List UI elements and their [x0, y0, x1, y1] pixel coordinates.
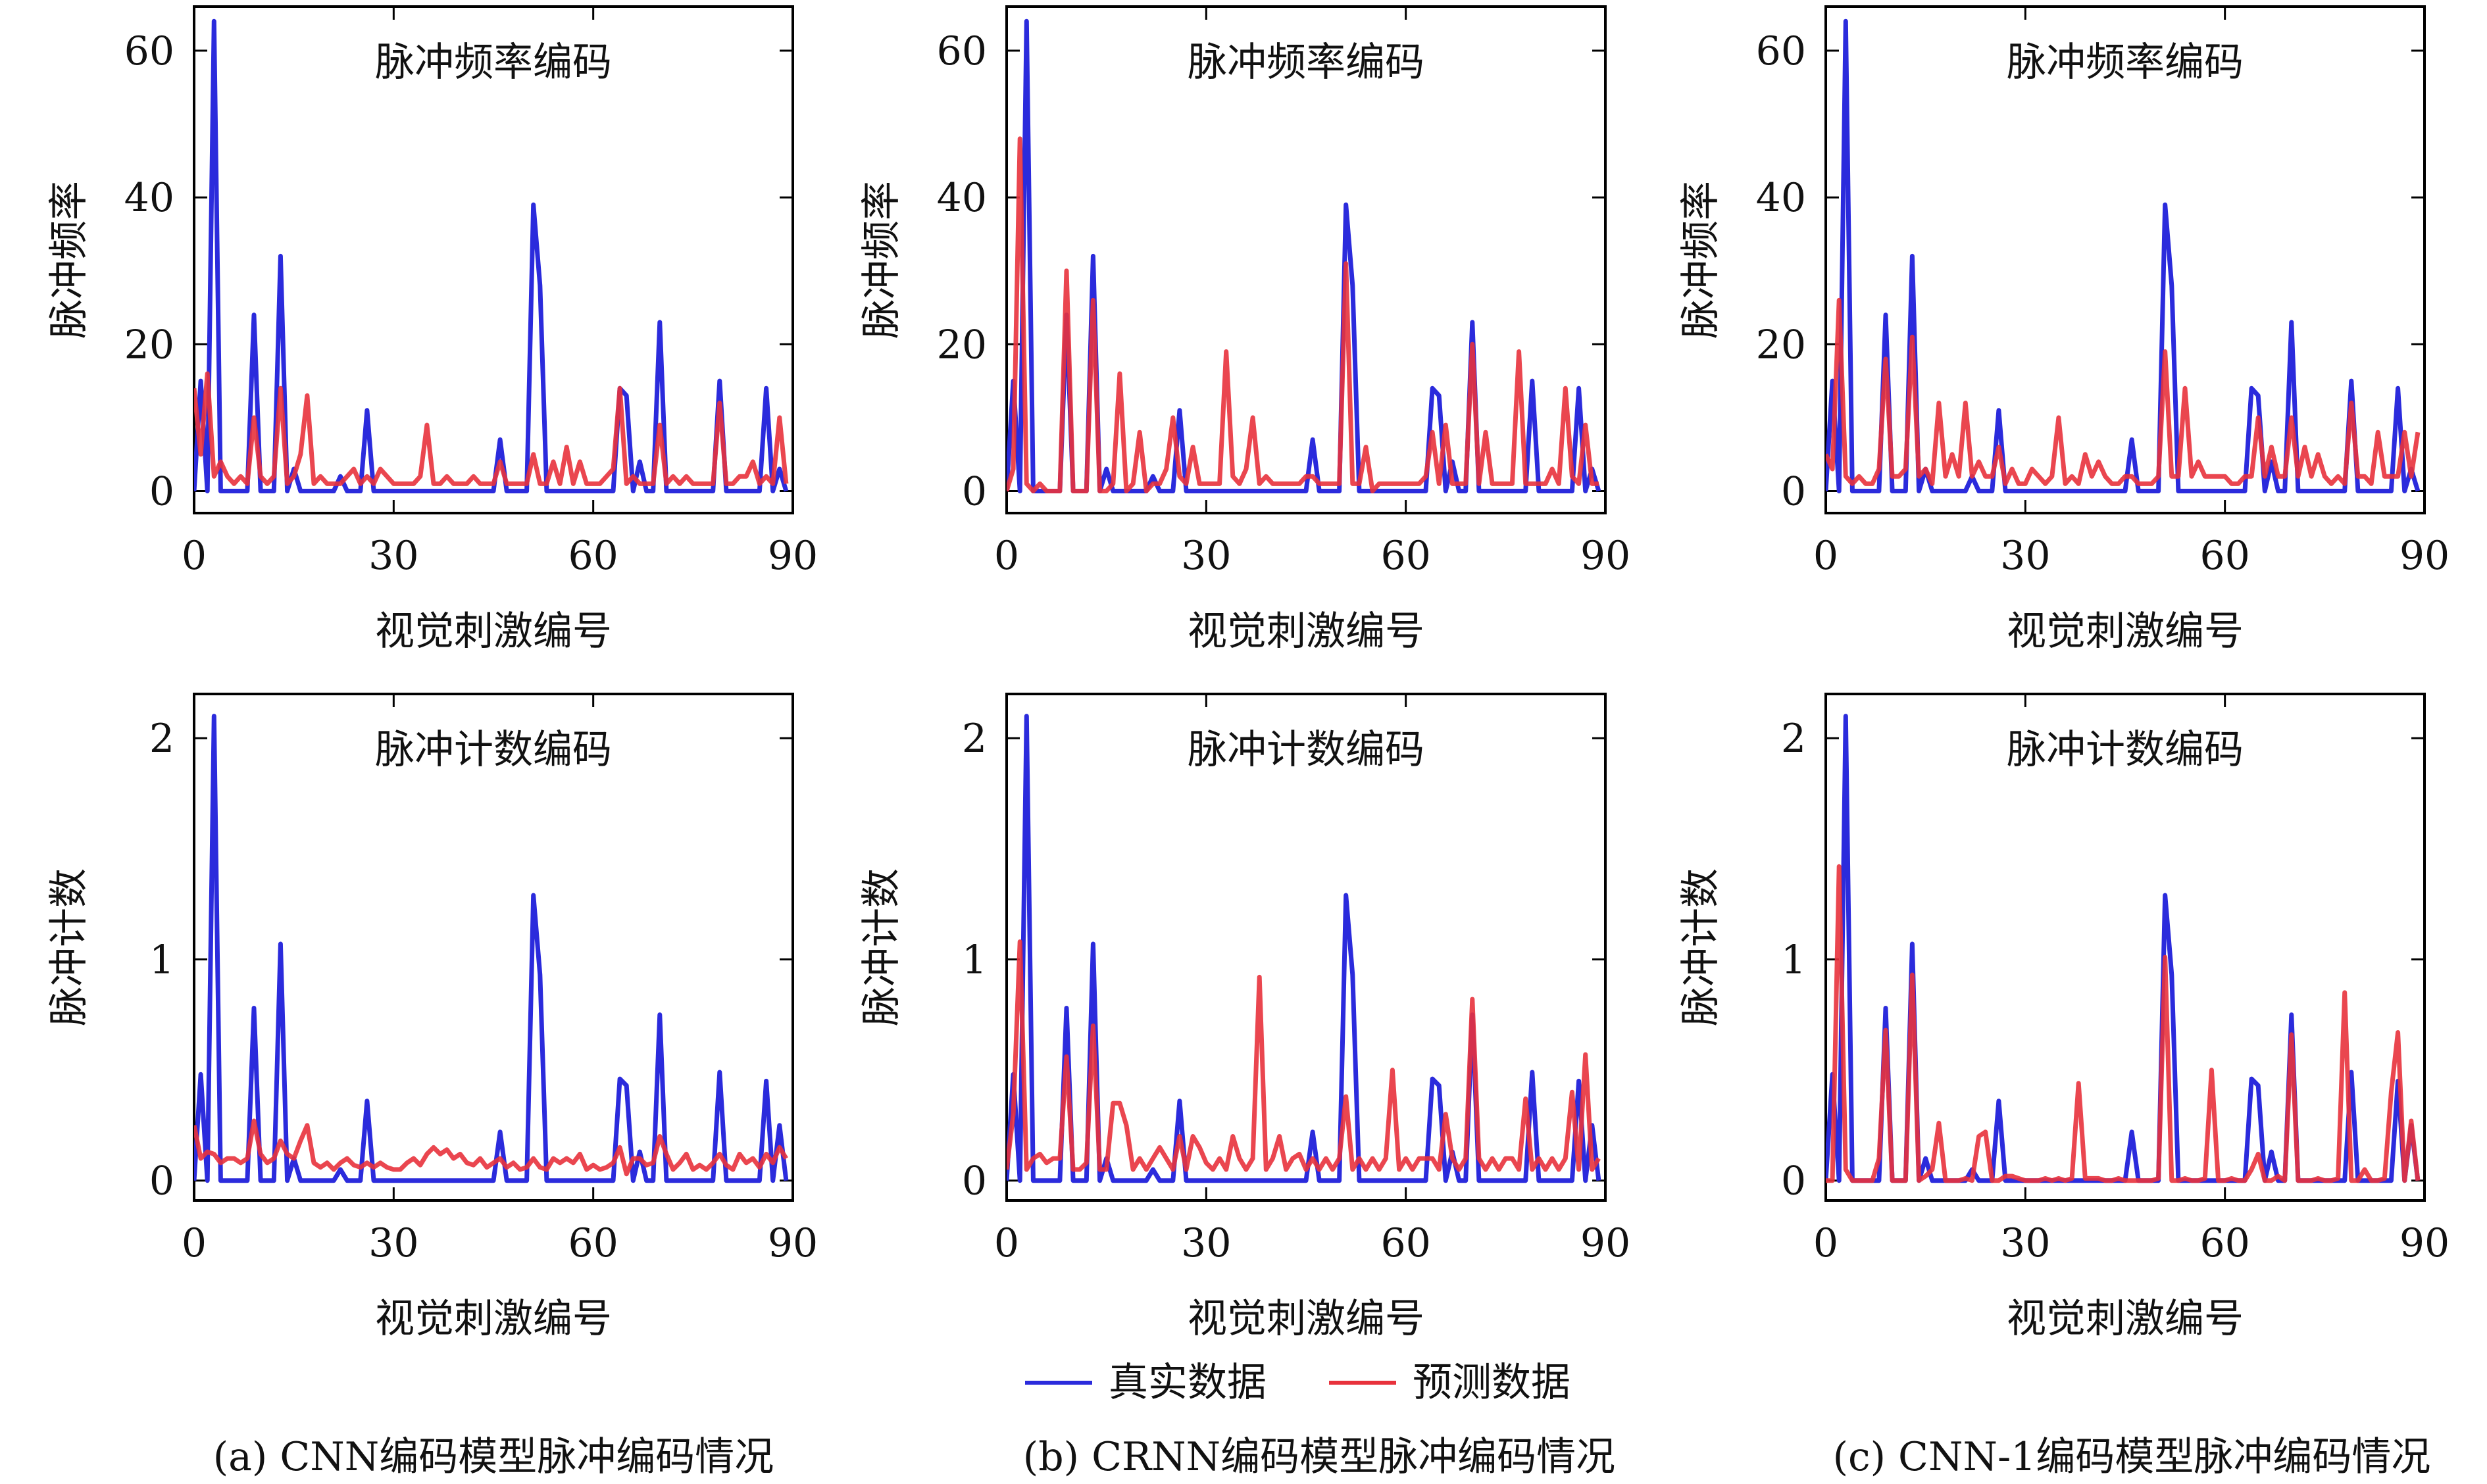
- y-tick-label: 60: [937, 28, 987, 74]
- x-tick-label: 0: [994, 1220, 1019, 1266]
- y-tick-label: 0: [149, 469, 174, 515]
- y-axis-label: 脉冲频率: [46, 181, 92, 339]
- series-line-pred: [1007, 136, 1599, 493]
- x-tick-label: 90: [1580, 1220, 1630, 1266]
- x-tick-label: 30: [2000, 533, 2050, 579]
- y-tick-label: 0: [149, 1158, 174, 1204]
- y-tick-label: 60: [124, 28, 174, 74]
- plot-frame: [1824, 693, 2426, 1202]
- y-tick-label: 60: [1756, 28, 1806, 74]
- y-tick-label: 2: [962, 716, 987, 762]
- caption-c: (c) CNN-1编码模型脉冲编码情况: [1833, 1434, 2431, 1480]
- column-captions: (a) CNN编码模型脉冲编码情况 (b) CRNN编码模型脉冲编码情况 (c)…: [213, 1434, 2431, 1480]
- y-tick-label: 0: [1781, 469, 1806, 515]
- x-tick-label: 90: [768, 1220, 818, 1266]
- panel-title: 脉冲计数编码: [375, 727, 612, 773]
- plot-frame: [1005, 5, 1607, 514]
- legend-true-label: 真实数据: [1109, 1360, 1267, 1406]
- x-tick-label: 30: [368, 533, 418, 579]
- x-tick-label: 60: [568, 1220, 618, 1266]
- y-tick-label: 40: [937, 175, 987, 221]
- x-tick-label: 30: [1181, 1220, 1231, 1266]
- y-tick-label: 1: [1781, 937, 1806, 983]
- caption-a: (a) CNN编码模型脉冲编码情况: [213, 1434, 774, 1480]
- x-tick-label: 90: [768, 533, 818, 579]
- y-tick-label: 40: [124, 175, 174, 221]
- x-tick-label: 90: [1580, 533, 1630, 579]
- x-axis-label: 视觉刺激编号: [2007, 1296, 2244, 1342]
- x-tick-label: 30: [368, 1220, 418, 1266]
- y-axis-label: 脉冲频率: [859, 181, 905, 339]
- x-axis-label: 视觉刺激编号: [2007, 608, 2244, 655]
- y-tick-label: 2: [1781, 716, 1806, 762]
- x-tick-label: 0: [182, 1220, 207, 1266]
- legend: 真实数据 预测数据: [1025, 1360, 1570, 1406]
- x-tick-label: 60: [568, 533, 618, 579]
- x-tick-label: 90: [2399, 1220, 2449, 1266]
- series-line-true: [1007, 18, 1601, 493]
- y-axis-label: 脉冲计数: [1678, 868, 1724, 1026]
- series-line-pred: [194, 371, 789, 486]
- series-line-pred: [1007, 939, 1601, 1172]
- x-tick-label: 60: [2199, 533, 2249, 579]
- y-tick-label: 0: [962, 1158, 987, 1204]
- x-axis-label: 视觉刺激编号: [375, 608, 612, 655]
- y-tick-label: 2: [149, 716, 174, 762]
- panel-title: 脉冲频率编码: [2007, 39, 2244, 86]
- x-axis-label: 视觉刺激编号: [375, 1296, 612, 1342]
- y-tick-label: 20: [124, 322, 174, 368]
- y-axis-label: 脉冲频率: [1678, 181, 1724, 339]
- y-tick-label: 40: [1756, 175, 1806, 221]
- x-axis-label: 视觉刺激编号: [1188, 608, 1424, 655]
- plot-frame: [193, 5, 794, 514]
- x-tick-label: 60: [1380, 533, 1430, 579]
- x-tick-label: 90: [2399, 533, 2449, 579]
- y-axis-label: 脉冲计数: [46, 868, 92, 1026]
- x-tick-label: 30: [1181, 533, 1231, 579]
- x-tick-label: 0: [1813, 1220, 1838, 1266]
- y-tick-label: 0: [1781, 1158, 1806, 1204]
- series-line-true: [194, 714, 789, 1183]
- panel-title: 脉冲计数编码: [1188, 727, 1424, 773]
- x-tick-label: 0: [1813, 533, 1838, 579]
- plot-frame: [193, 693, 794, 1202]
- x-axis-label: 视觉刺激编号: [1188, 1296, 1424, 1342]
- caption-b: (b) CRNN编码模型脉冲编码情况: [1023, 1434, 1615, 1480]
- x-tick-label: 30: [2000, 1220, 2050, 1266]
- y-axis-label: 脉冲计数: [859, 868, 905, 1026]
- x-tick-label: 60: [2199, 1220, 2249, 1266]
- x-tick-label: 0: [182, 533, 207, 579]
- x-tick-label: 0: [994, 533, 1019, 579]
- y-tick-label: 20: [937, 322, 987, 368]
- y-tick-label: 0: [962, 469, 987, 515]
- y-tick-label: 20: [1756, 322, 1806, 368]
- series-line-pred: [194, 1118, 788, 1177]
- series-line-pred: [1826, 297, 2421, 486]
- panel-title: 脉冲计数编码: [2007, 727, 2244, 773]
- panel-title: 脉冲频率编码: [375, 39, 612, 86]
- x-tick-label: 60: [1380, 1220, 1430, 1266]
- plot-frame: [1824, 5, 2426, 514]
- legend-pred-label: 预测数据: [1413, 1360, 1570, 1406]
- series-line-pred: [1826, 864, 2421, 1183]
- y-tick-label: 1: [962, 937, 987, 983]
- panel-title: 脉冲频率编码: [1188, 39, 1424, 86]
- plot-frame: [1005, 693, 1607, 1202]
- y-tick-label: 1: [149, 937, 174, 983]
